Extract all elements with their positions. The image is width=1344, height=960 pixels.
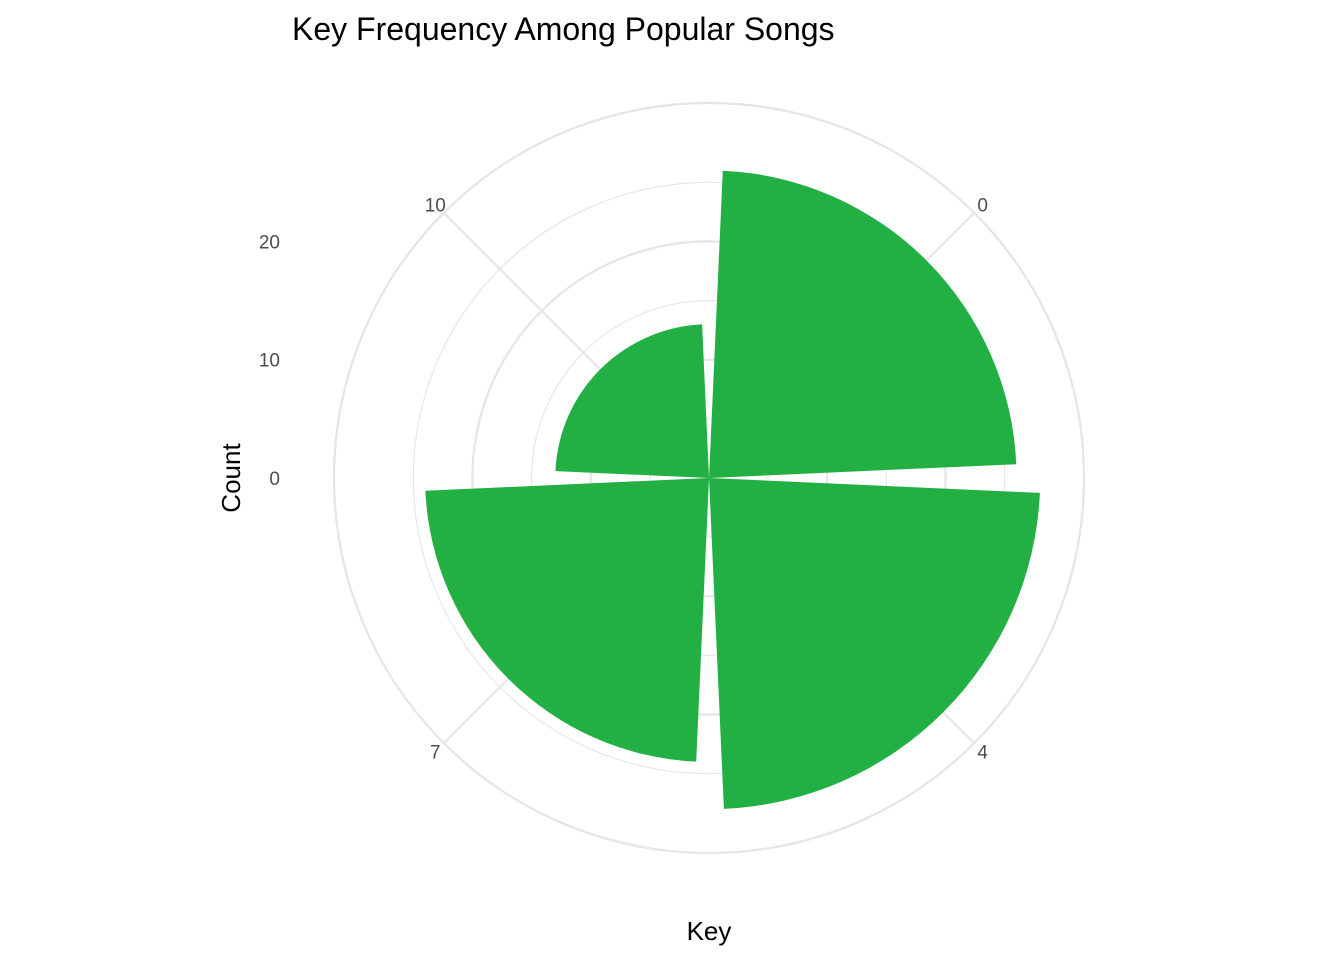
bar-key-0 — [709, 170, 1017, 478]
angular-tick-label: 0 — [977, 195, 988, 216]
chart-title: Key Frequency Among Popular Songs — [292, 11, 835, 47]
angular-tick-labels: 0 4 7 10 — [425, 195, 989, 763]
angular-tick-label: 4 — [977, 743, 988, 764]
radial-tick-label: 20 — [259, 232, 280, 253]
grid-circle — [531, 300, 887, 656]
bar-key-4 — [709, 478, 1040, 809]
radial-tick-labels: 0 10 20 — [259, 232, 280, 490]
angular-tick-label: 7 — [430, 743, 441, 764]
bar-key-7 — [425, 478, 709, 762]
grid-circle — [471, 240, 947, 716]
radial-tick-label: 0 — [269, 469, 280, 490]
grid-circle — [649, 418, 769, 538]
angular-tick-label: 10 — [425, 195, 446, 216]
grid-circle — [589, 358, 829, 598]
bar-key-10 — [555, 324, 709, 478]
grid-circle — [332, 101, 1086, 855]
grid-circle — [412, 181, 1006, 775]
x-axis-title: Key — [687, 916, 732, 946]
y-axis-title: Count — [216, 443, 246, 513]
radial-tick-label: 10 — [259, 351, 280, 372]
bars — [425, 170, 1040, 809]
